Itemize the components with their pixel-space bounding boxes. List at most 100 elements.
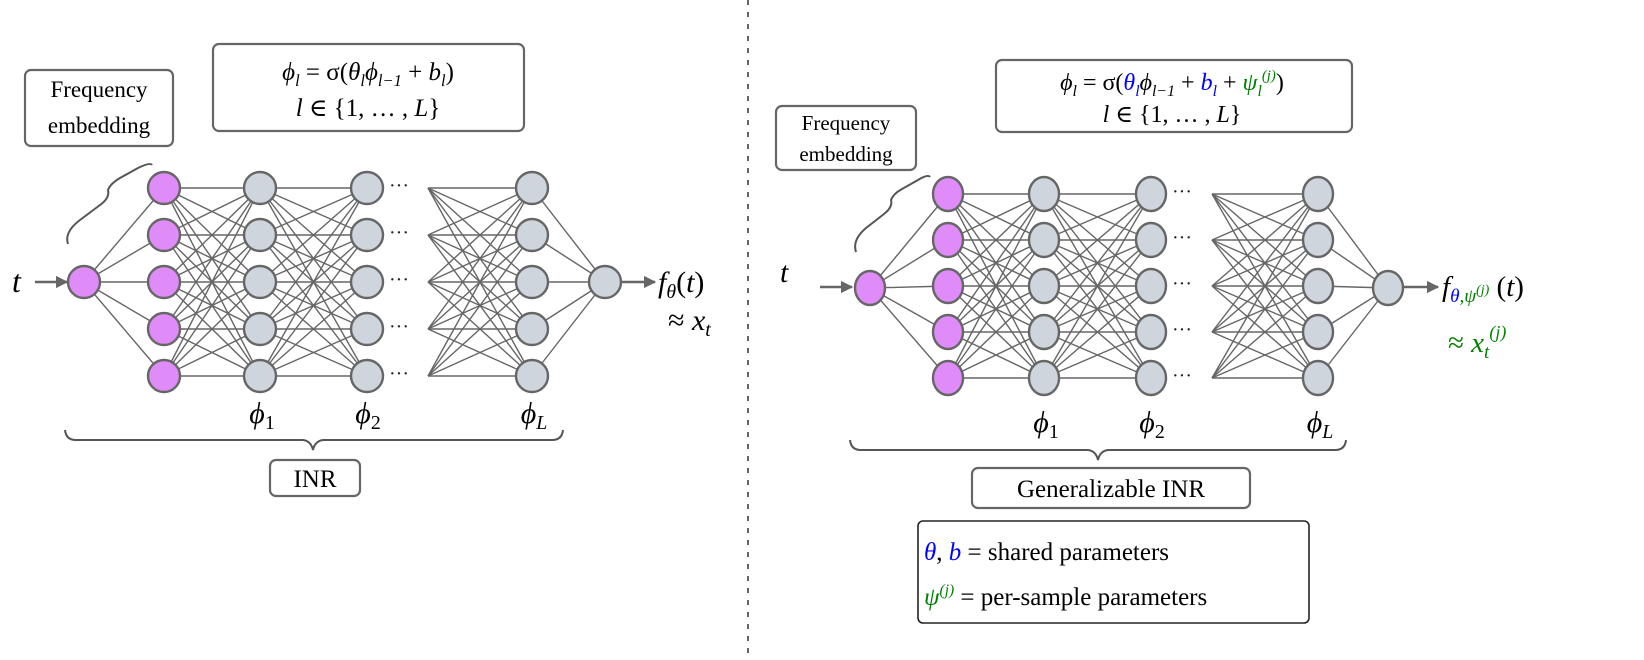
output-label: fθ,ψ(j) (t) — [1442, 271, 1524, 307]
layer-ellipsis: ··· — [1172, 365, 1192, 387]
math-token: l — [1103, 102, 1110, 128]
math-token: ) — [1514, 271, 1524, 303]
connection-edge — [1043, 193, 1152, 241]
connection-edge — [947, 285, 1045, 379]
connection-edge — [1211, 193, 1319, 379]
hidden-node-layer-2 — [1134, 221, 1168, 259]
connection-edge — [947, 193, 1045, 333]
hidden-node-layer-2 — [1134, 175, 1168, 213]
layer-formula: ϕl = σ(θlϕl−1 + bl + ψl(j)) — [1060, 68, 1284, 100]
math-token: = per-sample parameters — [954, 584, 1207, 611]
inr-brace — [64, 429, 564, 451]
hidden-node-layer-1 — [242, 170, 278, 206]
math-token: = σ( — [300, 59, 348, 86]
connection-edge — [1317, 287, 1389, 379]
math-token: + — [1217, 70, 1243, 96]
hidden-node-layer-1 — [242, 311, 278, 347]
math-token: ≈ — [1448, 327, 1471, 359]
embedding-node — [931, 175, 965, 213]
hidden-node-layer-L — [1301, 267, 1335, 305]
layer-label-2: ϕ2 — [355, 397, 380, 434]
math-token: ∈ {1, … , — [303, 95, 415, 122]
math-token: 2 — [371, 412, 381, 434]
hidden-node-layer-L — [1301, 221, 1335, 259]
hidden-node-layer-1 — [1027, 221, 1061, 259]
inr-title: INR — [293, 466, 336, 493]
connection-edge — [1317, 193, 1389, 289]
hidden-node-layer-L — [514, 170, 550, 206]
connection-edge — [1043, 331, 1152, 379]
embedding-node — [146, 217, 182, 253]
connection-edge — [427, 187, 533, 236]
math-token: 1 — [265, 412, 275, 434]
hidden-node-layer-2 — [349, 217, 385, 253]
embedding-node — [146, 170, 182, 206]
hidden-node-layer-1 — [1027, 313, 1061, 351]
math-token: ϕ — [1307, 406, 1323, 439]
hidden-node-layer-2 — [1134, 359, 1168, 397]
math-token: (j) — [940, 582, 955, 599]
math-token: ψ — [1243, 70, 1259, 96]
math-token: b — [428, 59, 441, 86]
inr-title-box — [268, 458, 362, 498]
approx-label: ≈ xt — [668, 304, 711, 341]
generalizable-inr-brace — [849, 439, 1347, 461]
hidden-node-layer-L — [1301, 359, 1335, 397]
connection-edge — [259, 187, 368, 283]
connection-edge — [259, 234, 368, 377]
hidden-node-layer-L — [514, 217, 550, 253]
layer-ellipsis: ··· — [1172, 181, 1192, 203]
math-token: } — [1230, 102, 1242, 128]
layer-ellipsis: ··· — [389, 175, 409, 197]
math-token: θ — [348, 59, 360, 86]
math-token: θ — [924, 539, 936, 566]
connection-edge — [1043, 193, 1152, 287]
math-token: (j) — [1262, 68, 1276, 84]
math-token: ∈ {1, … , — [1109, 102, 1216, 128]
connection-edge — [163, 328, 261, 377]
connection-edge — [259, 187, 368, 236]
math-token: l — [441, 71, 446, 90]
math-token: L — [1216, 102, 1230, 128]
connection-edge — [163, 187, 261, 377]
connection-edge — [427, 234, 533, 377]
freq-embedding-box — [774, 104, 918, 172]
legend-per-sample-parameters: ψ(j) = per-sample parameters — [924, 582, 1207, 611]
connection-edge — [427, 281, 533, 377]
math-token: ϕ — [249, 397, 265, 430]
connection-edge — [947, 239, 1045, 379]
hidden-node-layer-2 — [349, 170, 385, 206]
math-token: l−1 — [1152, 83, 1175, 100]
layer-ellipsis: ··· — [389, 363, 409, 385]
layer-index-range: l ∈ {1, … , L} — [296, 95, 441, 122]
freq-embedding-box — [23, 68, 175, 148]
connection-edge — [163, 187, 261, 236]
math-token: l — [1073, 83, 1078, 100]
math-token: t — [705, 319, 711, 341]
connection-edge — [83, 187, 165, 283]
network-right: ··· ··· ··· ··· ··· — [853, 175, 1405, 397]
math-token: ) — [446, 59, 454, 86]
math-token: ϕ — [1140, 70, 1152, 96]
connection-edge — [259, 187, 368, 330]
math-token: θ — [666, 281, 676, 303]
generalizable-inr-title: Generalizable INR — [1017, 476, 1205, 503]
math-token: 1 — [1049, 421, 1059, 443]
math-token: l — [1135, 83, 1140, 100]
input-label: t — [780, 256, 789, 289]
connection-edge — [1211, 285, 1319, 379]
freq-label-line1: Frequency — [802, 111, 891, 135]
hidden-node-layer-1 — [1027, 267, 1061, 305]
math-token: l — [360, 71, 365, 90]
layer-ellipsis: ··· — [1172, 319, 1192, 341]
connection-edge — [1043, 285, 1152, 379]
math-token: ϕ — [355, 397, 371, 430]
embedding-brace — [854, 175, 931, 253]
math-token: x — [1470, 327, 1484, 359]
math-token: ,ψ — [1459, 286, 1477, 307]
output-label: fθ(t) — [658, 266, 704, 303]
connection-edge — [427, 187, 533, 283]
math-token: ( — [1489, 271, 1506, 303]
embedding-brace — [66, 163, 153, 245]
